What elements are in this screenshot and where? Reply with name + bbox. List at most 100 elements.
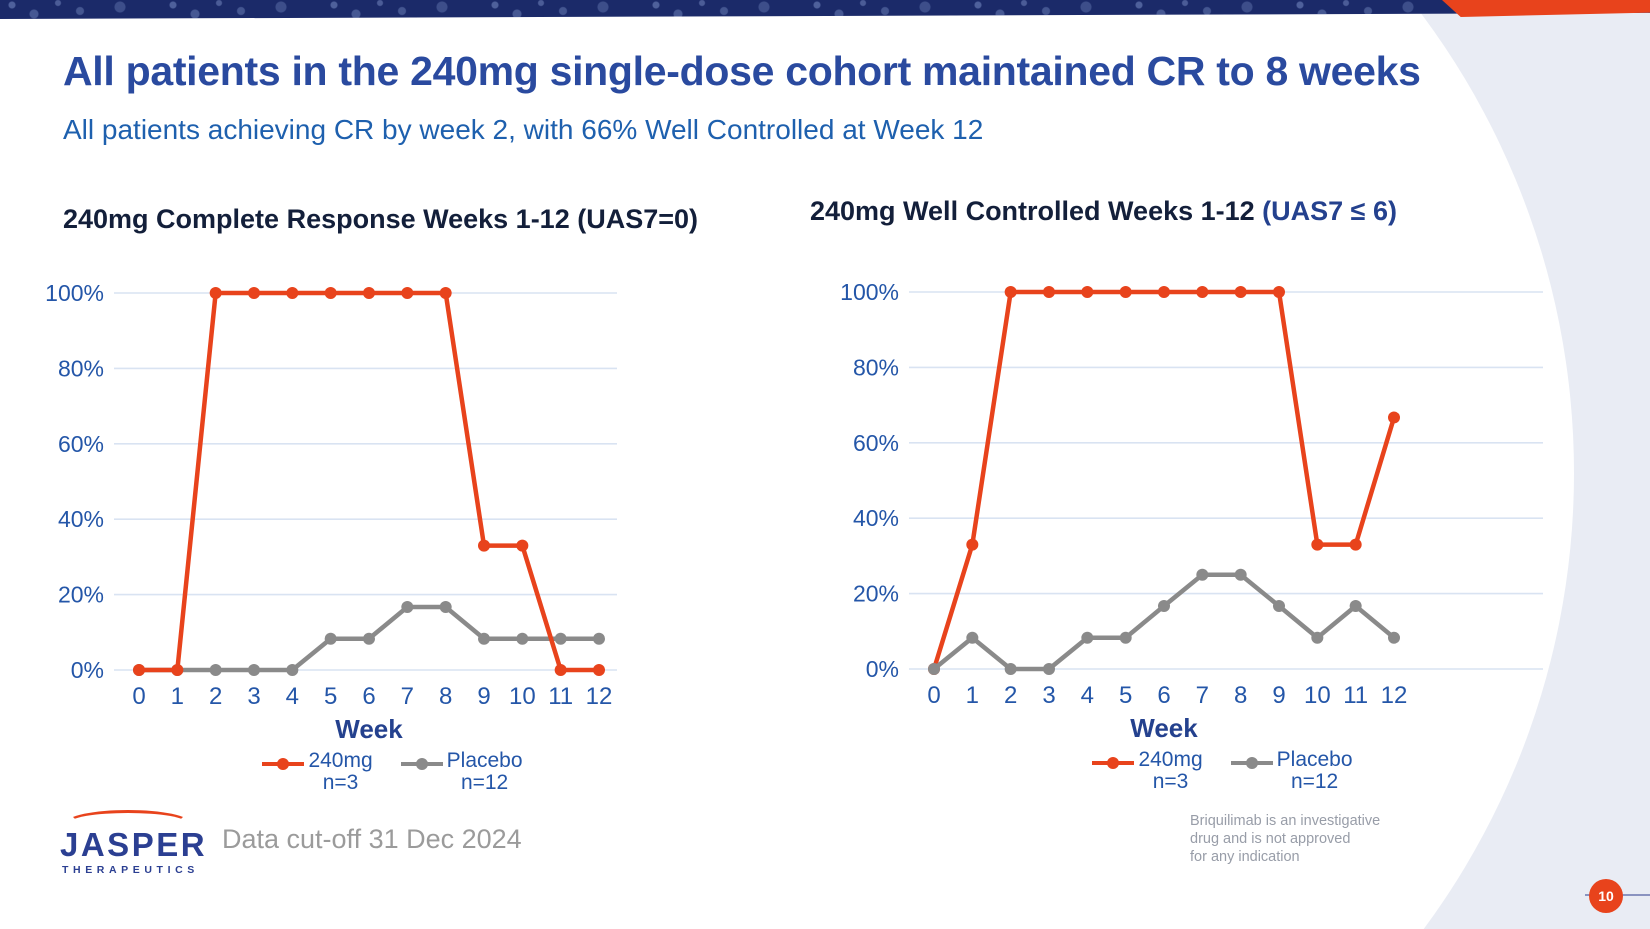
- legend-label: 240mg: [1138, 748, 1203, 771]
- y-tick-label: 20%: [853, 581, 899, 607]
- x-tick-label: 4: [286, 683, 299, 710]
- logo-subtext: THERAPEUTICS: [62, 864, 199, 877]
- legend-marker-icon: [400, 758, 443, 770]
- chart-title-main: 240mg Complete Response Weeks 1-12: [63, 204, 578, 234]
- banner-orange-tab: [1442, 0, 1650, 17]
- data-point-240mg: [1234, 286, 1247, 298]
- page-number-badge: 10: [1589, 879, 1623, 913]
- x-tick-label: 11: [548, 683, 573, 710]
- data-point-240mg: [1119, 286, 1132, 298]
- x-tick-label: 7: [401, 683, 414, 710]
- x-tick-label: 1: [966, 682, 979, 709]
- x-tick-label: 12: [586, 683, 613, 710]
- series-line-240mg: [139, 290, 599, 673]
- data-point-placebo: [1043, 663, 1055, 675]
- x-tick-label: 10: [1304, 682, 1331, 709]
- x-tick-label: 1: [171, 683, 184, 710]
- data-point-placebo: [1158, 600, 1170, 613]
- chart-well-controlled: 100% 80% 60% 40% 20% 0% 0 1 2 3 4 5 6 7 8 9 10 11 12 Week 24…: [839, 267, 1549, 793]
- data-point-240mg: [516, 539, 529, 552]
- disclaimer-line: drug and is not approved: [1190, 831, 1351, 848]
- legend-dot: [1107, 757, 1120, 769]
- legend-texts: 240mg n=3: [308, 749, 372, 794]
- x-tick-label: 0: [927, 682, 940, 709]
- chart-title-paren: (UAS7=0): [577, 204, 699, 234]
- y-tick-label: 20%: [58, 582, 104, 608]
- data-point-placebo: [928, 663, 940, 675]
- disclaimer-line: Briquilimab is an investigative: [1190, 813, 1381, 829]
- data-point-240mg: [1081, 286, 1094, 298]
- x-tick-label: 2: [209, 683, 222, 710]
- y-tick-label: 80%: [58, 355, 104, 381]
- background-circle: [40, 0, 1574, 929]
- x-tick-label: 6: [1157, 682, 1170, 709]
- data-point-placebo: [439, 601, 452, 614]
- legend-marker-icon: [1230, 757, 1273, 769]
- legend-dot: [415, 758, 428, 770]
- series-line-240mg: [931, 289, 1397, 670]
- legend-marker-icon: [262, 758, 305, 770]
- chart-legend: 240mg n=3 Placebo n=12: [839, 748, 1549, 793]
- x-tick-label: 3: [247, 683, 260, 710]
- data-point-240mg: [171, 664, 184, 676]
- data-point-placebo: [1081, 631, 1094, 644]
- legend-item: 240mg n=3: [260, 749, 373, 794]
- x-tick-label: 5: [324, 683, 337, 710]
- data-point-240mg: [324, 287, 337, 299]
- chart-title-main: 240mg Well Controlled Weeks 1-12: [810, 196, 1263, 226]
- data-point-240mg: [1043, 286, 1055, 298]
- data-point-placebo: [1349, 600, 1362, 613]
- data-point-240mg: [248, 287, 260, 299]
- legend-item: Placebo n=12: [399, 749, 523, 795]
- data-point-240mg: [593, 664, 605, 676]
- data-point-placebo: [1388, 631, 1400, 644]
- data-point-240mg: [439, 287, 452, 299]
- series-line-placebo: [932, 572, 1396, 672]
- x-tick-label: 10: [509, 683, 536, 710]
- x-tick-label: 2: [1004, 682, 1017, 709]
- data-point-placebo: [1234, 568, 1247, 581]
- data-point-placebo: [593, 632, 605, 645]
- legend-texts: Placebo n=12: [447, 749, 523, 795]
- data-point-240mg: [401, 287, 414, 299]
- data-point-240mg: [1311, 538, 1324, 551]
- data-point-placebo: [966, 631, 979, 644]
- data-point-240mg: [286, 287, 299, 299]
- data-point-240mg: [1196, 286, 1209, 298]
- legend-item: 240mg n=3: [1090, 748, 1203, 793]
- x-tick-label: 6: [362, 683, 375, 710]
- data-point-240mg: [1004, 286, 1017, 298]
- legend-n-label: n=12: [460, 771, 509, 795]
- legend-texts: Placebo n=12: [1277, 748, 1353, 793]
- data-point-placebo: [1196, 568, 1209, 581]
- data-point-placebo: [248, 664, 260, 676]
- data-point-240mg: [1349, 538, 1362, 551]
- top-banner: [0, 0, 1650, 19]
- x-axis-title: Week: [335, 714, 403, 744]
- data-point-placebo: [286, 664, 299, 676]
- x-tick-label: 11: [1343, 682, 1368, 709]
- x-tick-label: 4: [1081, 682, 1094, 709]
- x-tick-label: 8: [439, 683, 452, 710]
- data-point-placebo: [1004, 663, 1017, 675]
- x-tick-label: 12: [1381, 682, 1408, 709]
- x-tick-label: 9: [1272, 682, 1285, 709]
- data-point-240mg: [1388, 411, 1400, 424]
- legend-dot: [1245, 757, 1258, 769]
- legend-dot: [277, 758, 290, 770]
- x-tick-label: 8: [1234, 682, 1247, 709]
- data-point-placebo: [363, 632, 375, 645]
- chart-legend: 240mg n=3 Placebo n=12: [44, 749, 684, 795]
- y-tick-label: 100%: [840, 279, 899, 305]
- legend-marker-icon: [1092, 757, 1135, 769]
- y-tick-label: 40%: [853, 505, 899, 531]
- data-point-240mg: [1158, 286, 1170, 298]
- data-point-240mg: [363, 287, 375, 299]
- legend-item: Placebo n=12: [1229, 748, 1353, 793]
- data-point-240mg: [209, 287, 222, 299]
- disclaimer: Briquilimab is an investigative drug and…: [1190, 812, 1380, 866]
- logo-name: JASPER: [60, 826, 208, 863]
